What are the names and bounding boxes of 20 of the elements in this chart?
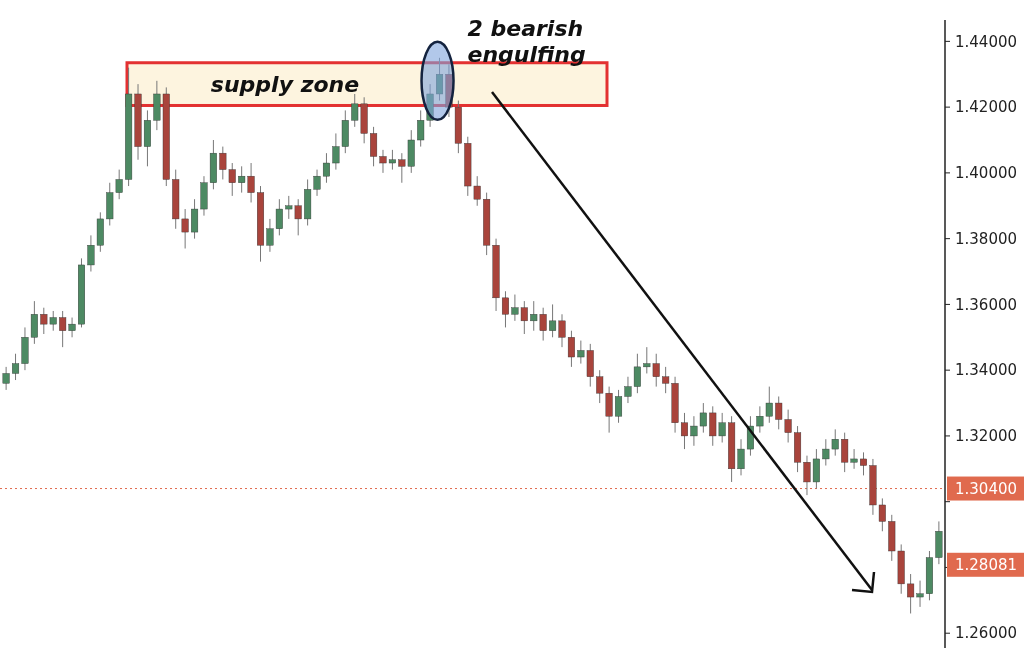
ref-line-label: 1.30400 [955, 479, 1018, 498]
candlestick [436, 57, 444, 102]
annotation: 2 bearish engulfing [467, 16, 586, 68]
candlestick [501, 290, 509, 328]
y-tick-label: 1.38000 [955, 229, 1018, 248]
text: 1.28081 [955, 556, 1018, 575]
candlestick [615, 389, 623, 424]
y-tick-label: 1.32000 [955, 427, 1018, 446]
candlestick [860, 451, 867, 476]
candlestick [2, 366, 10, 391]
band-label: supply zone [210, 72, 360, 98]
candlestick [322, 152, 330, 184]
candlestick [680, 412, 688, 450]
y-tick-label: 1.40000 [955, 164, 1018, 183]
y-tick-label: 1.26000 [955, 624, 1018, 643]
y-tick-label: 1.44000 [955, 32, 1018, 51]
y-tick-label: 1.36000 [955, 295, 1018, 314]
y-tick-label: 1.34000 [955, 361, 1018, 380]
candlestick [12, 353, 20, 381]
y-tick-label: 1.42000 [955, 98, 1018, 117]
